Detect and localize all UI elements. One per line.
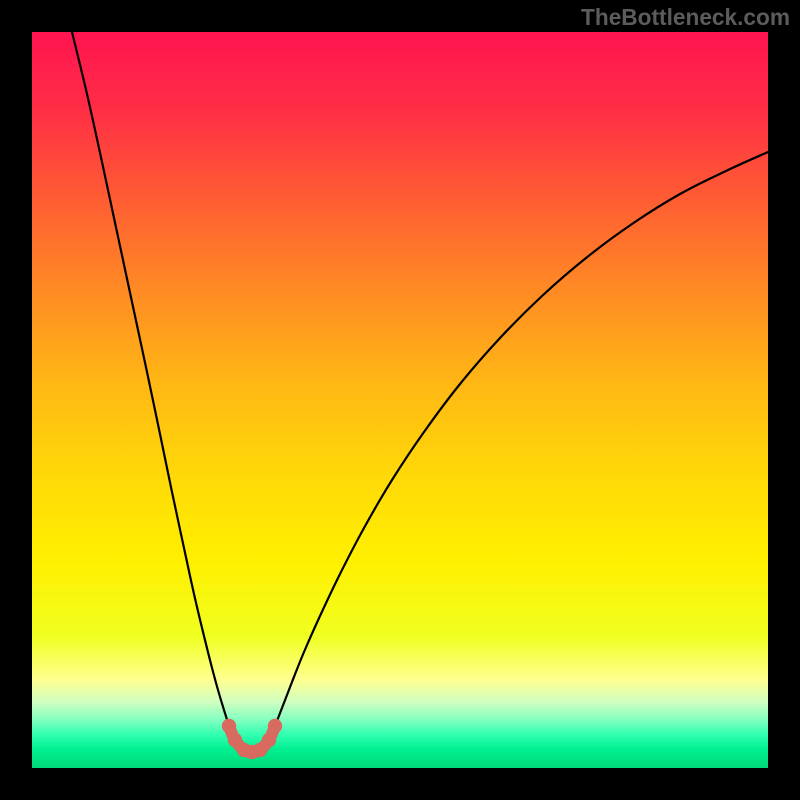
curve-layer bbox=[32, 32, 768, 768]
dip-bead bbox=[262, 733, 276, 747]
dip-bead bbox=[268, 719, 282, 733]
plot-area bbox=[32, 32, 768, 768]
watermark-text: TheBottleneck.com bbox=[581, 4, 790, 31]
bottleneck-curve bbox=[72, 32, 768, 752]
dip-bead bbox=[222, 719, 236, 733]
chart-frame: TheBottleneck.com bbox=[0, 0, 800, 800]
